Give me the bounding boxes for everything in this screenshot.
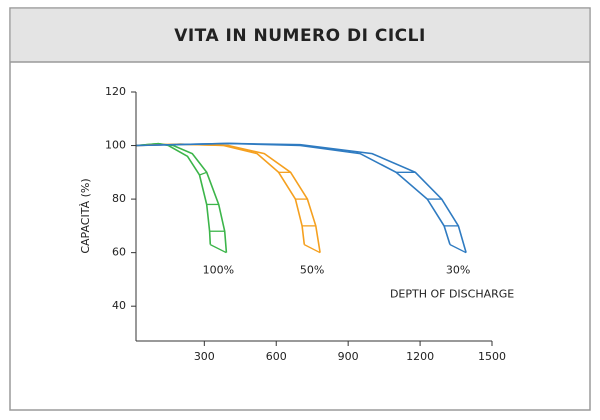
hatch <box>199 171 207 176</box>
series-label: 100% <box>203 264 234 277</box>
y-tick-label: 120 <box>105 85 126 98</box>
x-tick-label: 300 <box>194 350 215 363</box>
y-tick-label: 100 <box>105 139 126 152</box>
series-label: 30% <box>446 264 470 277</box>
curve <box>136 142 451 245</box>
hatch <box>303 244 321 254</box>
hatch <box>449 244 467 254</box>
x-tick-label: 900 <box>338 350 359 363</box>
x-tick-label: 1200 <box>406 350 434 363</box>
frame <box>9 7 591 411</box>
curve <box>136 142 212 245</box>
y-tick-label: 80 <box>112 192 126 205</box>
chart-title: VITA IN NUMERO DI CICLI <box>174 26 426 46</box>
y-axis-label: CAPACITÀ (%) <box>79 178 92 253</box>
series-label: 50% <box>300 264 324 277</box>
y-tick-label: 40 <box>112 299 126 312</box>
header-band <box>10 8 590 62</box>
hatch <box>210 244 227 254</box>
x-tick-label: 1500 <box>478 350 506 363</box>
x-tick-label: 600 <box>266 350 287 363</box>
annotation: DEPTH OF DISCHARGE <box>390 288 514 301</box>
y-tick-label: 60 <box>112 246 126 259</box>
